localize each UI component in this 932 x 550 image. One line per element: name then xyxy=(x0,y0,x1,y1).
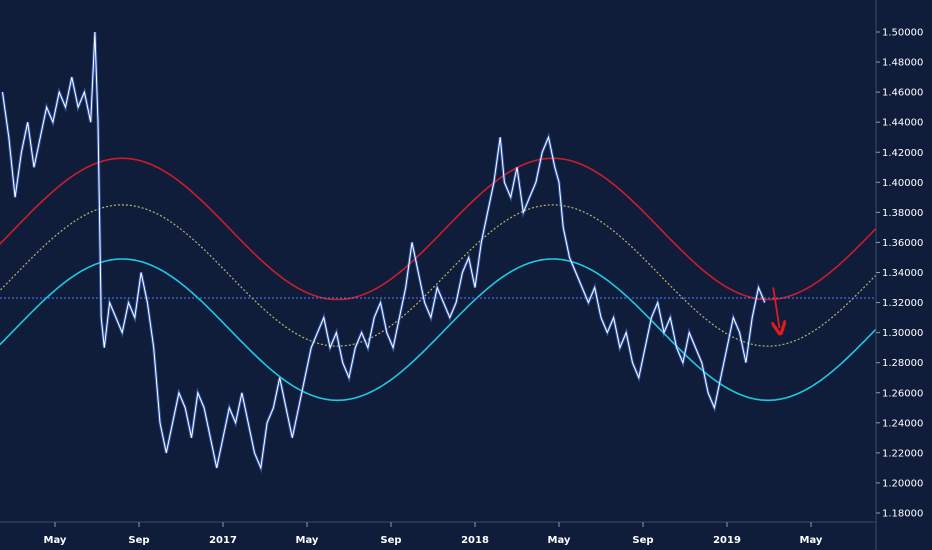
cycle-lower-line xyxy=(0,258,876,402)
x-tick-label: May xyxy=(44,535,67,546)
x-tick-label: May xyxy=(296,535,319,546)
x-tick-label: 2017 xyxy=(209,535,237,546)
y-tick-label: 1.40000 xyxy=(882,178,923,189)
price-series-line xyxy=(2,31,766,470)
y-tick-label: 1.22000 xyxy=(882,448,923,459)
y-tick-label: 1.50000 xyxy=(882,28,923,39)
cycle-upper-line xyxy=(0,157,876,301)
y-tick-label: 1.42000 xyxy=(882,148,923,159)
y-tick-label: 1.32000 xyxy=(882,298,923,309)
x-tick-label: May xyxy=(800,535,823,546)
y-tick-label: 1.46000 xyxy=(882,88,923,99)
x-tick-label: Sep xyxy=(128,535,149,546)
y-tick-label: 1.38000 xyxy=(882,208,923,219)
x-tick-label: Sep xyxy=(380,535,401,546)
x-tick-label: Sep xyxy=(632,535,653,546)
y-tick-label: 1.20000 xyxy=(882,478,923,489)
y-tick-label: 1.48000 xyxy=(882,58,923,69)
forecast-arrow xyxy=(773,287,779,329)
y-tick-label: 1.44000 xyxy=(882,118,923,129)
x-tick-label: 2019 xyxy=(713,535,741,546)
y-tick-label: 1.34000 xyxy=(882,268,923,279)
y-tick-label: 1.28000 xyxy=(882,358,923,369)
y-tick-label: 1.24000 xyxy=(882,418,923,429)
y-tick-label: 1.30000 xyxy=(882,328,923,339)
y-tick-label: 1.26000 xyxy=(882,388,923,399)
cycle-middle-line xyxy=(0,204,876,347)
x-tick-label: 2018 xyxy=(461,535,489,546)
x-tick-label: May xyxy=(548,535,571,546)
y-tick-label: 1.36000 xyxy=(882,238,923,249)
y-tick-label: 1.18000 xyxy=(882,509,923,520)
